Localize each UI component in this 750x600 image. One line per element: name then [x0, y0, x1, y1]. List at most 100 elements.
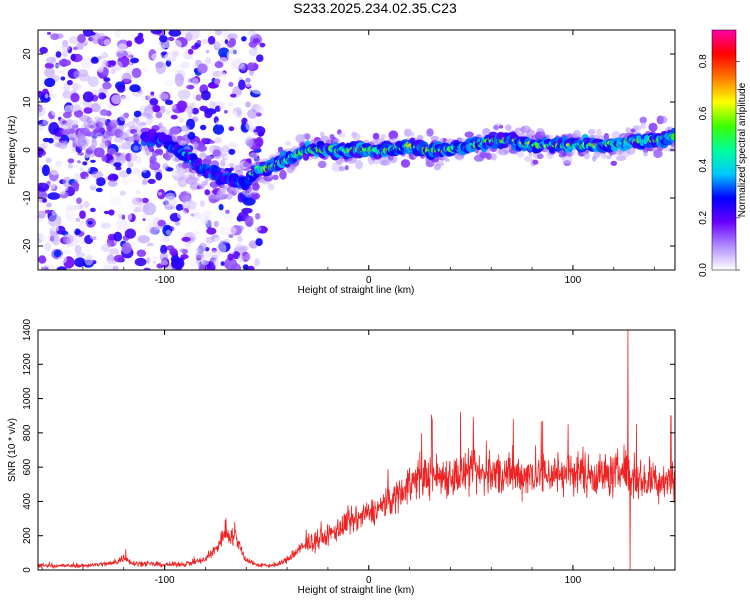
heatmap-cell: [113, 231, 123, 242]
heatmap-cell: [66, 79, 73, 86]
heatmap-cell: [66, 119, 79, 126]
heatmap-cell: [517, 149, 525, 158]
colorbar-tick-label: 0.6: [698, 106, 709, 120]
heatmap-cell: [430, 135, 440, 142]
heatmap-cell: [141, 197, 149, 204]
heatmap-cell: [198, 242, 207, 252]
heatmap-cell: [142, 167, 147, 173]
heatmap-cell: [49, 86, 55, 93]
heatmap-cell: [131, 197, 144, 206]
heatmap-cell: [96, 64, 104, 73]
heatmap-cell: [57, 140, 68, 150]
heatmap-cell: [304, 133, 311, 140]
heatmap-cell: [134, 240, 142, 249]
heatmap-cell: [272, 174, 279, 181]
heatmap-cell: [74, 109, 84, 118]
heatmap-cell: [158, 191, 162, 196]
heatmap-cell: [351, 159, 357, 163]
heatmap-cell: [159, 125, 167, 133]
heatmap-cell: [192, 141, 199, 149]
heatmap-cell: [107, 180, 118, 187]
heatmap-cell: [74, 228, 81, 236]
heatmap-cell: [149, 155, 157, 165]
heatmap-cell: [48, 121, 60, 135]
heatmap-cell: [214, 30, 223, 36]
heatmap-cell: [254, 136, 264, 148]
heatmap-cell: [99, 109, 109, 116]
heatmap-cell: [255, 54, 264, 62]
heatmap-cell: [84, 176, 91, 185]
heatmap-cell: [83, 243, 92, 256]
heatmap-cell: [40, 142, 49, 149]
heatmap-cell: [176, 100, 187, 113]
heatmap-cell: [229, 48, 237, 55]
heatmap-cell: [241, 36, 247, 42]
heatmap-cell: [73, 172, 81, 183]
heatmap-x-tick-label: -100: [155, 275, 175, 286]
heatmap-cell: [107, 176, 113, 180]
heatmap-cell: [39, 228, 51, 242]
heatmap-cell: [223, 87, 232, 94]
heatmap-cell: [132, 45, 139, 52]
heatmap-cell: [200, 257, 210, 266]
heatmap-cell: [190, 217, 198, 223]
heatmap-cell: [44, 62, 54, 69]
heatmap-cell: [79, 210, 86, 219]
heatmap-cell: [93, 147, 105, 158]
heatmap-cell: [47, 264, 56, 270]
heatmap-cell: [100, 40, 105, 45]
heatmap-cell: [228, 219, 233, 224]
heatmap-cell: [48, 214, 62, 228]
heatmap-cell: [219, 104, 226, 112]
heatmap-cell: [79, 203, 84, 208]
heatmap-cell: [213, 236, 225, 244]
heatmap-cell: [69, 36, 79, 44]
heatmap-cell: [127, 161, 134, 168]
heatmap-cell: [249, 152, 259, 160]
heatmap-cell: [159, 45, 166, 51]
heatmap-cell: [101, 154, 107, 162]
heatmap-cell: [135, 120, 141, 126]
heatmap-cell: [53, 38, 64, 50]
heatmap-cell: [163, 234, 170, 243]
heatmap-cell: [219, 112, 232, 124]
heatmap-cell: [226, 226, 237, 235]
heatmap-cell: [70, 92, 80, 103]
heatmap-cell: [90, 103, 101, 113]
heatmap-cell: [152, 118, 161, 125]
heatmap-cell: [49, 182, 56, 190]
heatmap-cell: [110, 196, 122, 206]
heatmap-cell: [131, 67, 142, 79]
heatmap-cell: [547, 134, 553, 140]
heatmap-cell: [223, 211, 233, 221]
heatmap-cell: [171, 257, 185, 270]
figure-title: S233.2025.234.02.35.C23: [293, 0, 457, 16]
heatmap-cell: [102, 101, 111, 109]
snr-x-tick-label: 0: [366, 575, 372, 586]
snr-frame: [37, 329, 676, 571]
heatmap-cell: [155, 171, 163, 181]
heatmap-cell: [121, 102, 129, 111]
heatmap-cell: [135, 174, 142, 183]
heatmap-cell: [76, 42, 84, 50]
heatmap-cell: [46, 202, 52, 208]
heatmap-cell: [101, 59, 109, 69]
heatmap-cell: [435, 161, 444, 167]
heatmap-cell: [372, 159, 380, 165]
heatmap-cell: [218, 71, 227, 80]
heatmap-cell: [410, 131, 415, 137]
heatmap-cell: [159, 105, 166, 114]
heatmap-cell: [81, 59, 92, 70]
heatmap-cell: [190, 213, 195, 217]
heatmap-cell: [57, 254, 67, 264]
heatmap-cell: [191, 107, 199, 115]
heatmap-cell: [108, 248, 120, 255]
heatmap-cell: [640, 121, 646, 129]
heatmap-cell: [214, 61, 224, 69]
heatmap-cell: [228, 233, 234, 238]
heatmap-cell: [532, 159, 539, 165]
heatmap-cell: [528, 151, 533, 157]
heatmap-cell: [189, 255, 195, 260]
